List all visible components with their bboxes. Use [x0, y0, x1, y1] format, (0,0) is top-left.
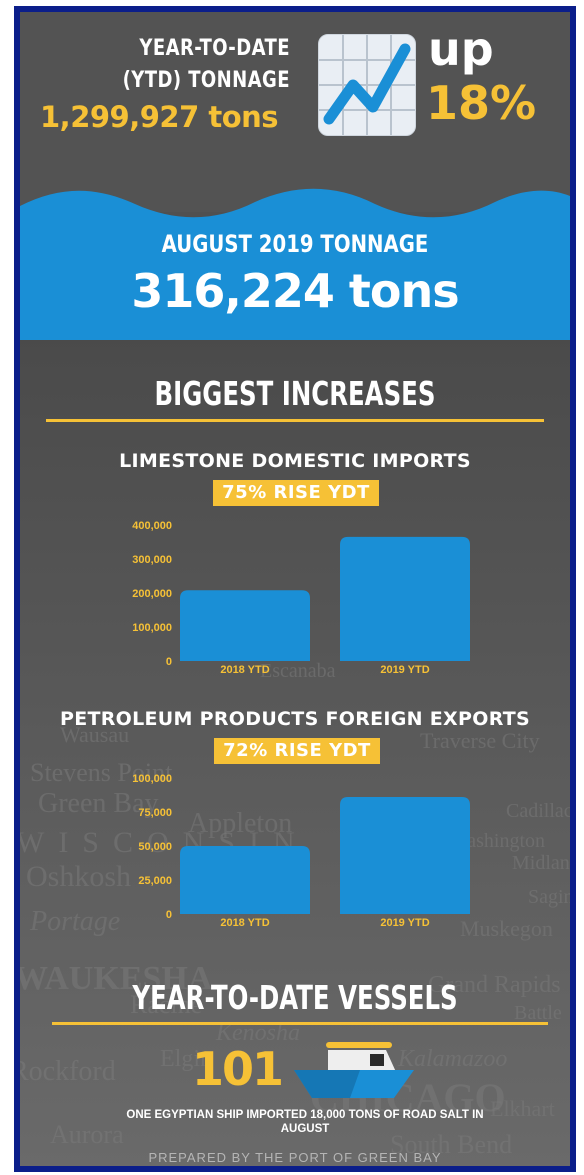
- ytd-title-line-1: YEAR-TO-DATE: [139, 36, 290, 61]
- bar-2018-ytd: [180, 846, 310, 914]
- blue-wave-band: [20, 188, 570, 340]
- map-label: Traverse City: [420, 728, 540, 753]
- map-label: Kalamazoo: [398, 1046, 508, 1072]
- map-label: Wausau: [60, 722, 130, 747]
- map-label: South Bend: [390, 1130, 513, 1159]
- change-percent: 18%: [426, 76, 537, 130]
- badge-limestone: 75% RISE YDT: [213, 480, 379, 506]
- map-label: Battle: [514, 1002, 562, 1024]
- ytd-tonnage-value: 1,299,927 tons: [40, 100, 279, 134]
- map-label: WAUKESHA: [14, 960, 213, 997]
- map-label: Racine: [130, 990, 203, 1019]
- y-tick-label: 50,000: [138, 841, 172, 853]
- y-tick-label: 100,000: [132, 622, 172, 634]
- vessels-heading: YEAR-TO-DATE VESSELS: [132, 978, 458, 1017]
- vessels-divider: [52, 1022, 548, 1025]
- infographic: Stevens Point Green Bay Appleton Oshkosh…: [14, 6, 576, 1172]
- august-tonnage-value: 316,224 tons: [131, 264, 459, 318]
- august-tonnage-title: AUGUST 2019 TONNAGE: [161, 230, 429, 258]
- y-tick-label: 400,000: [132, 520, 172, 532]
- map-label: Portage: [30, 906, 121, 937]
- map-label: Escanaba: [260, 660, 336, 682]
- vessel-note: ONE EGYPTIAN SHIP IMPORTED 18,000 TONS O…: [126, 1109, 484, 1135]
- badge-petroleum: 72% RISE YDT: [214, 738, 380, 764]
- chart-title-petroleum: PETROLEUM PRODUCTS FOREIGN EXPORTS: [59, 708, 531, 730]
- map-label: Rockford: [14, 1056, 116, 1087]
- map-label: Green Bay: [38, 788, 159, 819]
- map-label: Midland: [512, 852, 576, 874]
- map-label: Stevens Point: [30, 758, 173, 787]
- chart-limestone: 0 100,000 200,000 300,000 400,000 2018 YTD 201…: [132, 520, 470, 676]
- map-label: Aurora: [50, 1120, 124, 1149]
- map-label: Elgin: [160, 1046, 212, 1072]
- map-label: Cadillac: [506, 800, 573, 822]
- y-tick-label: 75,000: [138, 807, 172, 819]
- change-direction: up: [428, 22, 494, 76]
- y-tick-label: 200,000: [132, 588, 172, 600]
- credit-line: PREPARED BY THE PORT OF GREEN BAY: [148, 1150, 442, 1165]
- bar-2019-ytd: [340, 536, 470, 661]
- y-tick-label: 100,000: [132, 773, 172, 785]
- x-category-label: 2019 YTD: [380, 917, 429, 929]
- x-category-label: 2019 YTD: [380, 664, 429, 676]
- map-label: Appleton: [188, 808, 293, 839]
- map-label: Saginaw: [528, 886, 574, 908]
- y-tick-label: 0: [166, 656, 172, 668]
- map-label: Grand Rapids: [428, 972, 561, 998]
- map-label: Muskegon: [460, 916, 553, 941]
- ytd-section: [20, 12, 570, 212]
- bar-2019-ytd: [340, 797, 470, 914]
- x-category-label: 2018 YTD: [220, 917, 269, 929]
- chart-increasing-icon: [318, 34, 416, 136]
- map-label: Elkhart: [490, 1096, 555, 1121]
- y-tick-label: 0: [166, 909, 172, 921]
- chart-petroleum: 0 25,000 50,000 75,000 100,000 2018 YTD 2019 Y…: [132, 773, 470, 929]
- biggest-increases-heading: BIGGEST INCREASES: [154, 374, 436, 413]
- y-tick-label: 25,000: [138, 875, 172, 887]
- chart-title-limestone: LIMESTONE DOMESTIC IMPORTS: [119, 450, 471, 472]
- map-label: Oshkosh: [26, 860, 132, 893]
- map-background: Stevens Point Green Bay Appleton Oshkosh…: [20, 330, 573, 1166]
- ytd-title-line-2: (YTD) TONNAGE: [122, 68, 290, 93]
- heading-divider: [46, 419, 544, 422]
- y-tick-label: 300,000: [132, 554, 172, 566]
- ship-icon: [294, 1042, 414, 1098]
- map-label: Washington: [450, 830, 546, 852]
- bar-2018-ytd: [180, 590, 310, 661]
- x-category-label: 2018 YTD: [220, 664, 269, 676]
- vessel-count: 101: [192, 1042, 284, 1096]
